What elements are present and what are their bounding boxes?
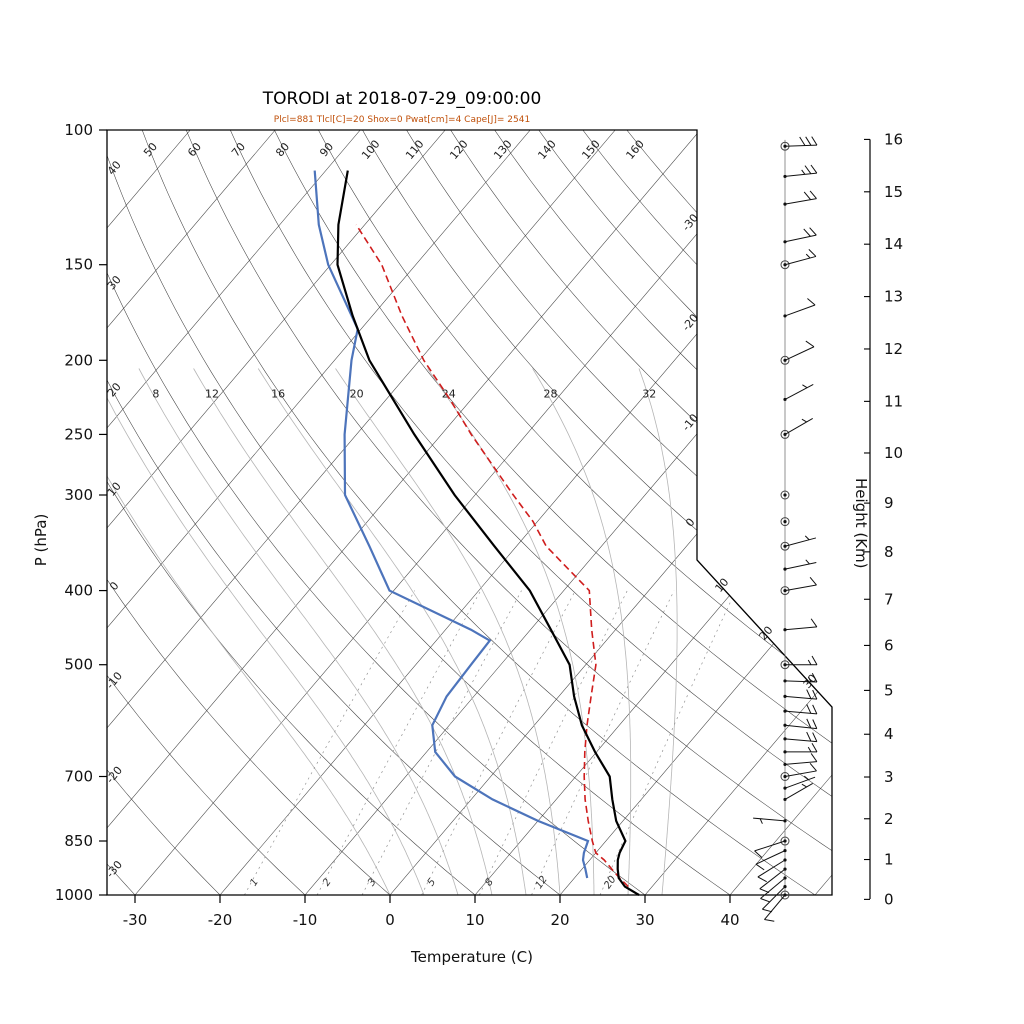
- svg-text:-20: -20: [208, 911, 233, 929]
- temperature-curve: [336, 170, 640, 896]
- svg-text:5: 5: [884, 681, 894, 699]
- svg-text:60: 60: [185, 140, 204, 159]
- svg-text:32: 32: [642, 387, 656, 400]
- svg-text:90: 90: [317, 140, 336, 159]
- svg-text:200: 200: [64, 351, 93, 369]
- svg-text:110: 110: [403, 138, 426, 162]
- svg-text:20: 20: [105, 380, 124, 399]
- svg-text:160: 160: [623, 138, 646, 162]
- svg-text:1000: 1000: [55, 886, 93, 904]
- svg-text:2: 2: [321, 877, 334, 889]
- svg-text:80: 80: [273, 140, 292, 159]
- svg-text:8: 8: [152, 387, 159, 400]
- svg-text:13: 13: [884, 288, 903, 306]
- svg-text:20: 20: [757, 624, 776, 643]
- svg-text:140: 140: [535, 138, 558, 162]
- svg-text:9: 9: [884, 494, 894, 512]
- svg-text:11: 11: [884, 392, 903, 410]
- svg-text:24: 24: [442, 387, 456, 400]
- svg-text:28: 28: [543, 387, 557, 400]
- svg-text:0: 0: [107, 579, 121, 593]
- svg-text:0: 0: [884, 890, 894, 908]
- right-axis-label: Height (Km): [852, 478, 870, 569]
- svg-text:40: 40: [720, 911, 739, 929]
- svg-text:12: 12: [205, 387, 219, 400]
- chart-title: TORODI at 2018-07-29_09:00:00: [262, 89, 542, 109]
- svg-text:20: 20: [350, 387, 364, 400]
- svg-text:850: 850: [64, 832, 93, 850]
- svg-text:-20: -20: [680, 312, 702, 334]
- svg-text:500: 500: [64, 656, 93, 674]
- svg-text:1: 1: [248, 877, 261, 889]
- svg-text:-30: -30: [680, 212, 702, 234]
- svg-text:40: 40: [105, 158, 124, 177]
- svg-text:8: 8: [884, 543, 894, 561]
- svg-text:250: 250: [64, 425, 93, 443]
- parcel-curve: [355, 224, 629, 888]
- y-axis-label: P (hPa): [32, 514, 50, 567]
- svg-text:300: 300: [64, 486, 93, 504]
- svg-text:3: 3: [366, 877, 379, 889]
- svg-text:8: 8: [483, 877, 496, 889]
- svg-text:0: 0: [385, 911, 395, 929]
- svg-text:1: 1: [884, 851, 894, 869]
- svg-text:10: 10: [465, 911, 484, 929]
- svg-text:3: 3: [884, 768, 894, 786]
- svg-text:4: 4: [884, 725, 894, 743]
- svg-text:16: 16: [271, 387, 285, 400]
- dewpoint-curve: [313, 170, 590, 879]
- svg-text:14: 14: [884, 235, 903, 253]
- svg-text:-10: -10: [680, 412, 702, 434]
- svg-text:10: 10: [712, 576, 731, 595]
- svg-text:400: 400: [64, 582, 93, 600]
- svg-text:700: 700: [64, 768, 93, 786]
- x-axis-label: Temperature (C): [410, 948, 533, 966]
- wind-barb-column: [753, 136, 818, 922]
- svg-text:-10: -10: [293, 911, 318, 929]
- svg-text:100: 100: [64, 121, 93, 139]
- svg-text:2: 2: [884, 810, 894, 828]
- svg-text:20: 20: [550, 911, 569, 929]
- svg-text:130: 130: [491, 138, 514, 162]
- svg-text:30: 30: [105, 273, 124, 292]
- svg-text:0: 0: [683, 516, 697, 530]
- svg-text:10: 10: [884, 444, 903, 462]
- sounding-curves: [313, 170, 640, 896]
- svg-text:30: 30: [635, 911, 654, 929]
- svg-text:7: 7: [884, 590, 894, 608]
- svg-text:16: 16: [884, 130, 903, 148]
- svg-text:6: 6: [884, 636, 894, 654]
- svg-text:20: 20: [602, 874, 618, 891]
- svg-text:150: 150: [579, 138, 602, 162]
- svg-text:5: 5: [426, 877, 439, 889]
- svg-text:12: 12: [534, 874, 550, 891]
- svg-text:150: 150: [64, 256, 93, 274]
- svg-text:-30: -30: [123, 911, 148, 929]
- svg-text:70: 70: [229, 140, 248, 159]
- svg-text:15: 15: [884, 183, 903, 201]
- svg-text:50: 50: [141, 140, 160, 159]
- svg-text:120: 120: [447, 138, 470, 162]
- svg-text:12: 12: [884, 340, 903, 358]
- chart-parameters: Plcl=881 Tlcl[C]=20 Shox=0 Pwat[cm]=4 Ca…: [274, 115, 530, 125]
